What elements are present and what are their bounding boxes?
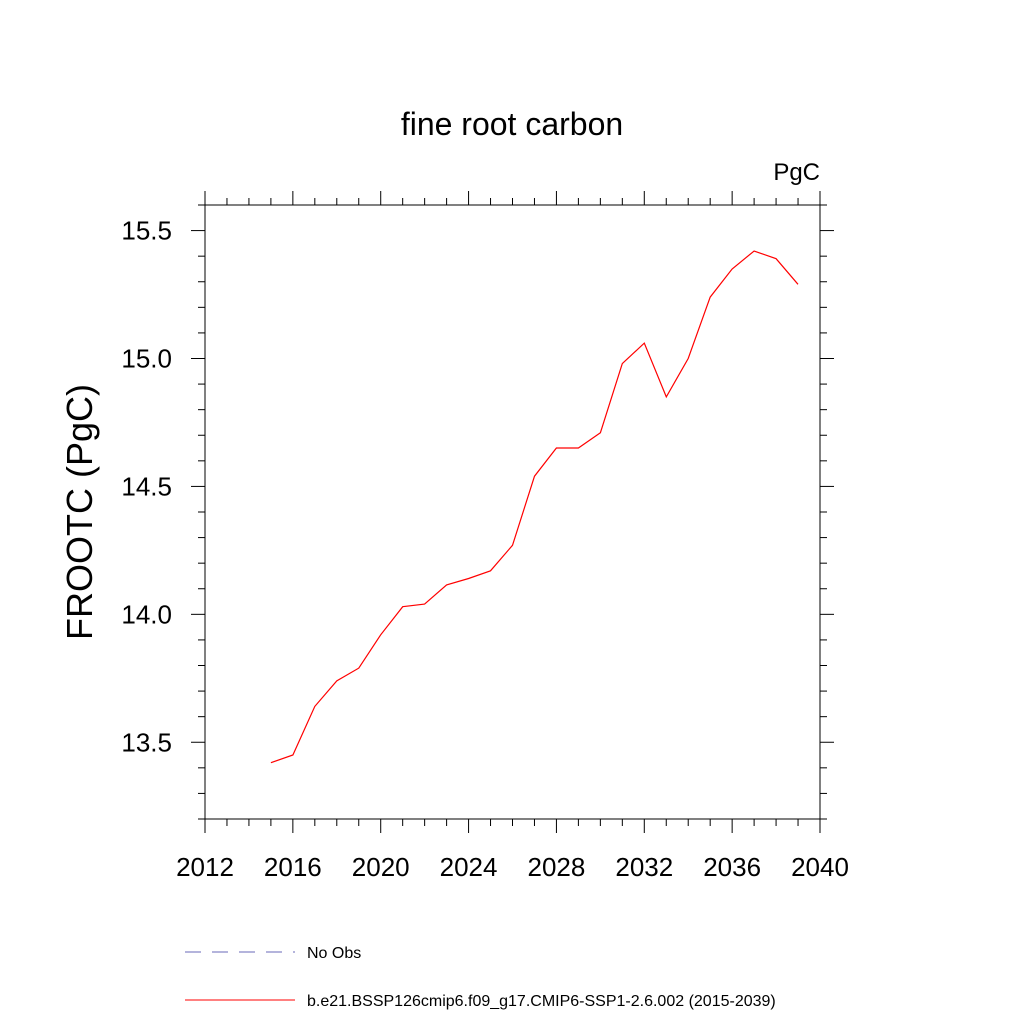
axis-ticks bbox=[191, 191, 834, 833]
legend-label: No Obs bbox=[307, 945, 361, 962]
y-tick-label: 14.5 bbox=[121, 471, 172, 501]
legend: No Obs b.e21.BSSP126cmip6.f09_g17.CMIP6-S… bbox=[185, 945, 776, 1010]
x-tick-label: 2012 bbox=[176, 852, 234, 882]
x-tick-label: 2024 bbox=[440, 852, 498, 882]
x-tick-label: 2032 bbox=[615, 852, 673, 882]
x-tick-label: 2016 bbox=[264, 852, 322, 882]
y-axis-label: FROOTC (PgC) bbox=[59, 384, 100, 640]
y-tick-label: 13.5 bbox=[121, 727, 172, 757]
y-tick-label: 15.0 bbox=[121, 344, 172, 374]
legend-label: b.e21.BSSP126cmip6.f09_g17.CMIP6-SSP1-2.… bbox=[307, 993, 776, 1010]
y-tick-label: 15.5 bbox=[121, 216, 172, 246]
series-group bbox=[270, 250, 799, 764]
tick-labels: 2012 2016 2020 2024 2028 2032 2036 2040 13.5 14.0… bbox=[121, 216, 849, 882]
units-label: PgC bbox=[773, 159, 820, 186]
x-tick-label: 2028 bbox=[528, 852, 586, 882]
x-tick-label: 2040 bbox=[791, 852, 849, 882]
plot-frame bbox=[204, 204, 821, 820]
series-line bbox=[270, 250, 799, 764]
x-tick-label: 2020 bbox=[352, 852, 410, 882]
chart-title: fine root carbon bbox=[401, 106, 623, 142]
y-tick-label: 14.0 bbox=[121, 599, 172, 629]
x-tick-label: 2036 bbox=[703, 852, 761, 882]
